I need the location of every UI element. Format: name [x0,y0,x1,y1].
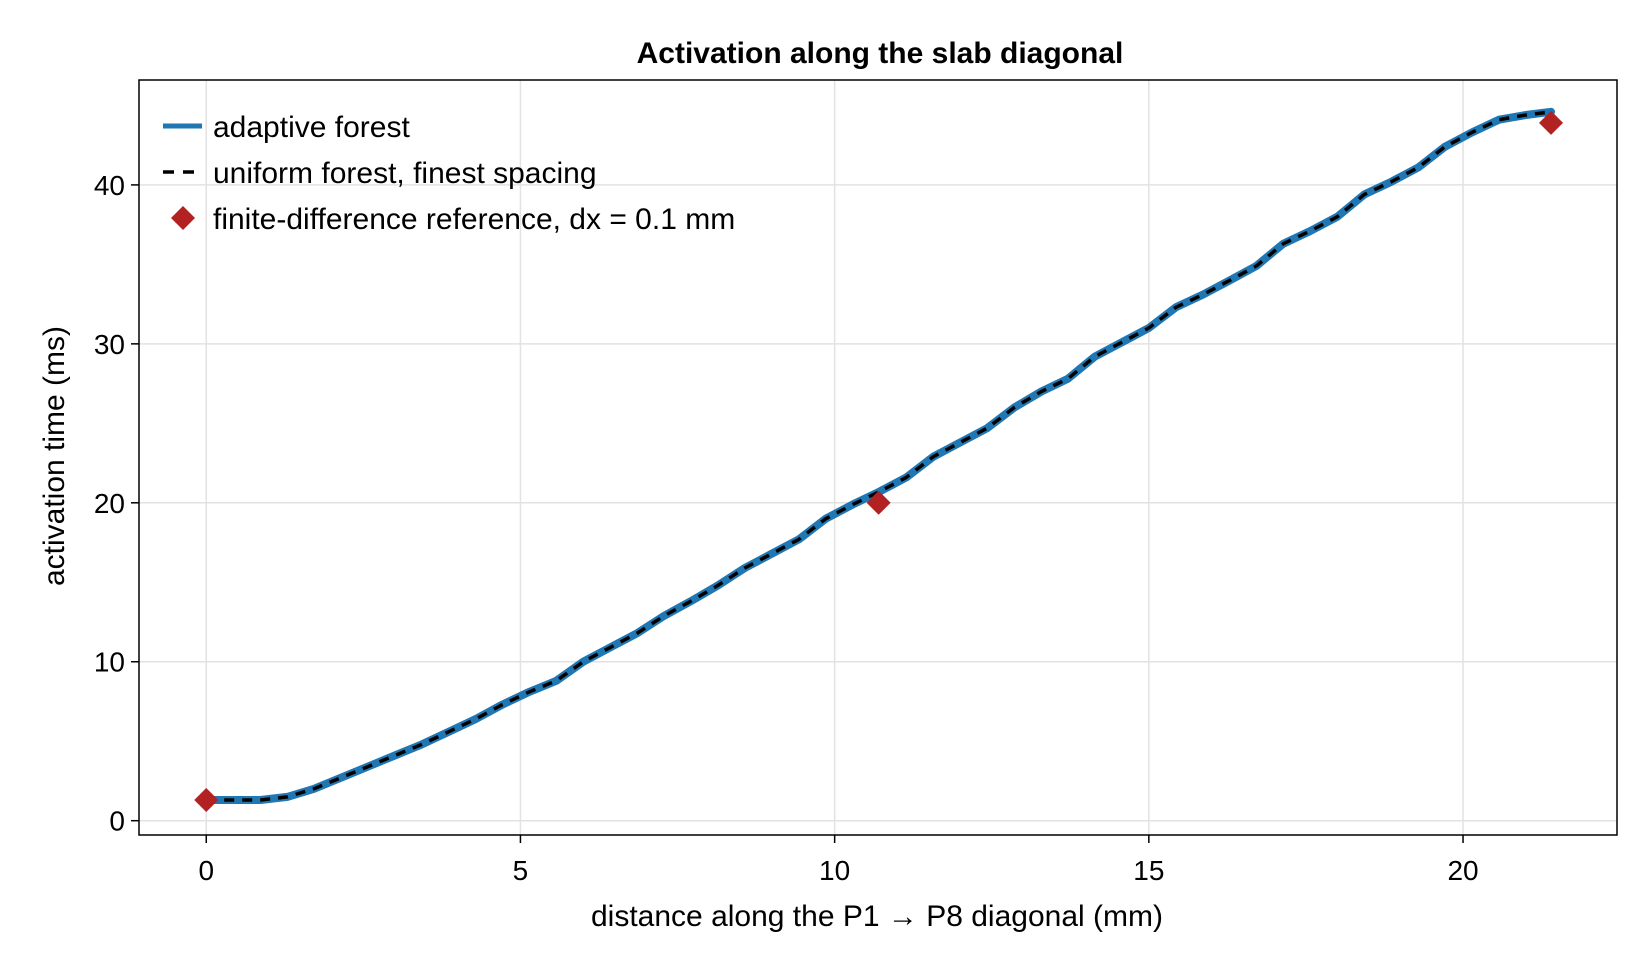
legend-label-adaptive: adaptive forest [213,111,410,144]
series-line-1 [206,110,1552,802]
y-tick-label: 10 [94,647,125,678]
legend-swatch-reference [171,206,195,230]
reference-marker [866,490,891,515]
ticks: 0 5 10 15 20 0 10 20 30 40 [94,170,1479,886]
marker-layer [194,110,1564,813]
x-axis-label: distance along the P1 → P8 diagonal (mm) [591,900,1163,933]
plot-frame [138,79,1618,836]
y-tick-label: 40 [94,170,125,201]
chart-title: Activation along the slab diagonal [637,37,1124,70]
x-tick-label: 10 [819,855,850,886]
x-tick-label: 5 [513,855,529,886]
y-tick-label: 20 [94,488,125,519]
legend-label-uniform: uniform forest, finest spacing [213,157,597,190]
legend-label-reference: finite-difference reference, dx = 0.1 mm [213,203,735,236]
y-tick-label: 30 [94,329,125,360]
y-axis-label: activation time (ms) [38,326,71,586]
y-tick-label: 0 [109,806,125,837]
legend: adaptive forest uniform forest, finest s… [163,111,735,236]
x-tick-label: 15 [1133,855,1164,886]
grid [139,80,1617,835]
x-tick-label: 0 [198,855,214,886]
x-tick-label: 20 [1447,855,1478,886]
reference-marker [194,788,219,813]
reference-marker [1539,110,1564,135]
